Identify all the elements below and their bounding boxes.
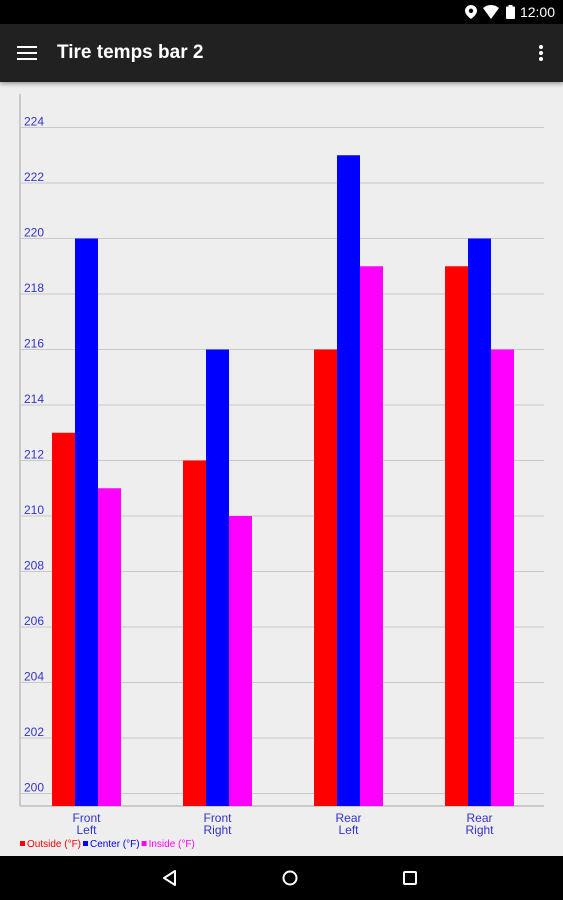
bar: [206, 349, 229, 806]
bar: [491, 349, 514, 806]
bar: [229, 516, 252, 806]
home-icon: [282, 870, 298, 886]
y-tick-label: 216: [24, 337, 44, 351]
location-icon: [465, 5, 477, 19]
bar: [445, 266, 468, 806]
y-tick-label: 218: [24, 281, 44, 295]
recents-button[interactable]: [380, 856, 440, 900]
bar: [360, 266, 383, 806]
y-tick-label: 212: [24, 448, 44, 462]
x-tick-label: Front: [203, 811, 232, 825]
x-tick-label: Left: [338, 823, 359, 837]
y-tick-label: 210: [24, 503, 44, 517]
back-icon: [163, 870, 176, 886]
x-tick-label: Rear: [335, 811, 361, 825]
chart-area: 200 202 204 206 208 210 212 214 216 218 220 222 224 F…: [0, 82, 563, 856]
bar: [98, 488, 121, 806]
wifi-icon: [483, 5, 499, 19]
y-tick-label: 200: [24, 781, 44, 795]
recents-icon: [403, 871, 417, 885]
y-tick-label: 206: [24, 614, 44, 628]
bar: [52, 432, 75, 806]
x-tick-label: Left: [76, 823, 97, 837]
x-tick-label: Right: [465, 823, 494, 837]
y-tick-label: 202: [24, 725, 44, 739]
bar: [468, 238, 491, 806]
legend-swatch: [20, 841, 25, 846]
home-button[interactable]: [260, 856, 320, 900]
status-bar: 12:00: [0, 0, 563, 24]
app-bar: Tire temps bar 2: [0, 24, 563, 82]
x-tick-label: Right: [203, 823, 232, 837]
y-tick-label: 214: [24, 392, 44, 406]
y-tick-label: 224: [24, 115, 44, 129]
navigation-bar: [0, 856, 563, 900]
bar: [337, 155, 360, 806]
bar: [183, 460, 206, 806]
y-tick-label: 208: [24, 559, 44, 573]
legend-swatch: [141, 841, 147, 846]
y-tick-label: 222: [24, 170, 44, 184]
back-button[interactable]: [140, 856, 200, 900]
hamburger-menu-icon[interactable]: [6, 31, 50, 75]
battery-icon: [506, 5, 515, 19]
bar: [75, 238, 98, 806]
legend-label: Center (°F): [90, 839, 140, 850]
app-title: Tire temps bar 2: [57, 42, 204, 63]
x-tick-label: Front: [72, 811, 101, 825]
legend-label: Inside (°F): [149, 839, 195, 850]
legend-label: Outside (°F): [27, 839, 81, 850]
status-time: 12:00: [519, 4, 555, 20]
more-vert-icon[interactable]: [525, 31, 557, 75]
bar: [314, 349, 337, 806]
legend-swatch: [83, 841, 89, 846]
y-tick-label: 220: [24, 226, 44, 240]
x-tick-label: Rear: [466, 811, 492, 825]
tire-temps-bar-chart: 200 202 204 206 208 210 212 214 216 218 220 222 224 F…: [19, 94, 544, 850]
y-tick-label: 204: [24, 670, 44, 684]
